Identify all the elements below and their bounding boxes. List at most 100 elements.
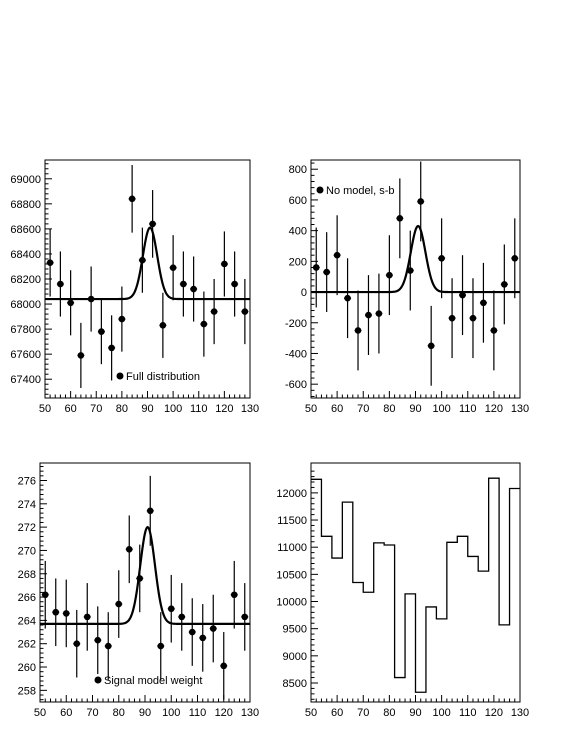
marker bbox=[115, 600, 123, 608]
y-tick-label: -400 bbox=[285, 348, 307, 360]
marker bbox=[220, 662, 228, 670]
data-point bbox=[159, 292, 167, 358]
x-tick-label: 110 bbox=[459, 403, 477, 415]
data-point bbox=[87, 266, 95, 332]
y-tick-label: 12000 bbox=[276, 488, 307, 500]
marker bbox=[41, 591, 49, 599]
data-point bbox=[178, 583, 186, 651]
data-point bbox=[448, 278, 456, 359]
legend-marker bbox=[94, 676, 102, 684]
y-tick-label: 258 bbox=[18, 685, 36, 697]
y-tick-label: 69000 bbox=[10, 174, 41, 186]
data-point bbox=[230, 560, 238, 629]
x-tick-label: 60 bbox=[331, 403, 343, 415]
marker bbox=[386, 271, 393, 279]
data-point bbox=[108, 315, 116, 381]
marker bbox=[221, 260, 228, 268]
data-point bbox=[459, 255, 467, 336]
marker bbox=[125, 545, 133, 553]
marker bbox=[365, 311, 372, 319]
marker bbox=[67, 299, 74, 307]
x-tick-label: 110 bbox=[189, 707, 207, 719]
marker bbox=[469, 314, 477, 322]
marker bbox=[149, 220, 156, 228]
data-point bbox=[210, 279, 218, 345]
legend-marker bbox=[116, 372, 124, 380]
data-point bbox=[500, 244, 508, 325]
x-tick-label: 80 bbox=[383, 403, 395, 415]
x-tick-label: 90 bbox=[139, 707, 151, 719]
marker bbox=[157, 642, 165, 650]
data-point bbox=[375, 273, 383, 354]
panel-no-model-s-b: 50 60 70 80 90 100 110 120 130 -600 -400 -200 0 200 40… bbox=[285, 159, 529, 415]
marker bbox=[490, 327, 498, 334]
y-tick-label: 266 bbox=[18, 592, 36, 604]
marker bbox=[104, 642, 112, 650]
y-tick-label: 11500 bbox=[277, 515, 307, 527]
data-point bbox=[333, 215, 341, 296]
fit-curve bbox=[40, 525, 250, 625]
x-tick-label: 110 bbox=[459, 707, 477, 719]
y-tick-label: 400 bbox=[289, 226, 307, 238]
y-tick-label: 200 bbox=[289, 256, 307, 268]
marker bbox=[94, 636, 102, 644]
marker bbox=[188, 628, 196, 636]
marker bbox=[375, 310, 383, 317]
data-point bbox=[231, 251, 239, 317]
marker bbox=[417, 198, 425, 205]
data-point bbox=[241, 279, 249, 345]
panel-full-distribution: 50 60 70 80 90 100 110 120 130 67400 67600 67800 680… bbox=[10, 159, 259, 415]
marker bbox=[333, 251, 341, 259]
marker bbox=[146, 507, 154, 515]
y-tick-label: -600 bbox=[285, 379, 307, 391]
marker bbox=[344, 294, 351, 302]
data-point bbox=[167, 574, 175, 643]
y-tick-label: 264 bbox=[18, 615, 36, 627]
marker bbox=[406, 267, 414, 274]
data-point bbox=[220, 231, 228, 297]
marker bbox=[396, 215, 404, 222]
marker bbox=[180, 280, 187, 288]
data-point bbox=[128, 165, 136, 233]
marker bbox=[98, 328, 105, 335]
x-tick-label: 120 bbox=[215, 403, 233, 415]
marker bbox=[73, 640, 81, 648]
legend-label: Full distribution bbox=[126, 371, 200, 383]
x-tick-label: 130 bbox=[241, 707, 259, 719]
y-tick-label: 800 bbox=[289, 164, 307, 176]
data-point bbox=[62, 579, 70, 648]
data-point bbox=[149, 190, 157, 258]
data-point bbox=[138, 227, 146, 293]
data-point bbox=[77, 322, 85, 388]
data-point bbox=[323, 232, 331, 313]
marker bbox=[159, 322, 167, 329]
data-point bbox=[385, 235, 393, 316]
data-point bbox=[200, 291, 208, 357]
data-point bbox=[104, 612, 112, 680]
y-tick-label: 260 bbox=[18, 662, 36, 674]
fit-curve bbox=[45, 226, 250, 301]
data-point bbox=[188, 598, 196, 666]
x-tick-label: 50 bbox=[305, 403, 317, 415]
marker bbox=[200, 320, 208, 328]
x-tick-label: 120 bbox=[485, 707, 503, 719]
marker bbox=[210, 308, 218, 315]
y-tick-label: 268 bbox=[18, 569, 36, 581]
x-tick-label: 50 bbox=[305, 707, 317, 719]
x-tick-label: 60 bbox=[60, 707, 72, 719]
y-tick-label: 68200 bbox=[10, 274, 41, 286]
x-tick-label: 90 bbox=[141, 403, 153, 415]
legend-marker bbox=[316, 186, 324, 194]
data-point bbox=[469, 278, 477, 359]
data-point bbox=[125, 515, 133, 584]
marker bbox=[480, 299, 487, 307]
x-tick-label: 130 bbox=[511, 707, 529, 719]
y-tick-label: 10500 bbox=[276, 569, 307, 581]
x-tick-label: 100 bbox=[432, 403, 450, 415]
data-point bbox=[417, 161, 425, 242]
y-tick-label: 270 bbox=[18, 545, 36, 557]
x-tick-label: 70 bbox=[357, 707, 369, 719]
panel-signal-model-weight: 50 60 70 80 90 100 110 120 130 258 260 262 264 266 268… bbox=[18, 462, 259, 719]
x-tick-label: 80 bbox=[116, 403, 128, 415]
marker bbox=[241, 308, 249, 315]
